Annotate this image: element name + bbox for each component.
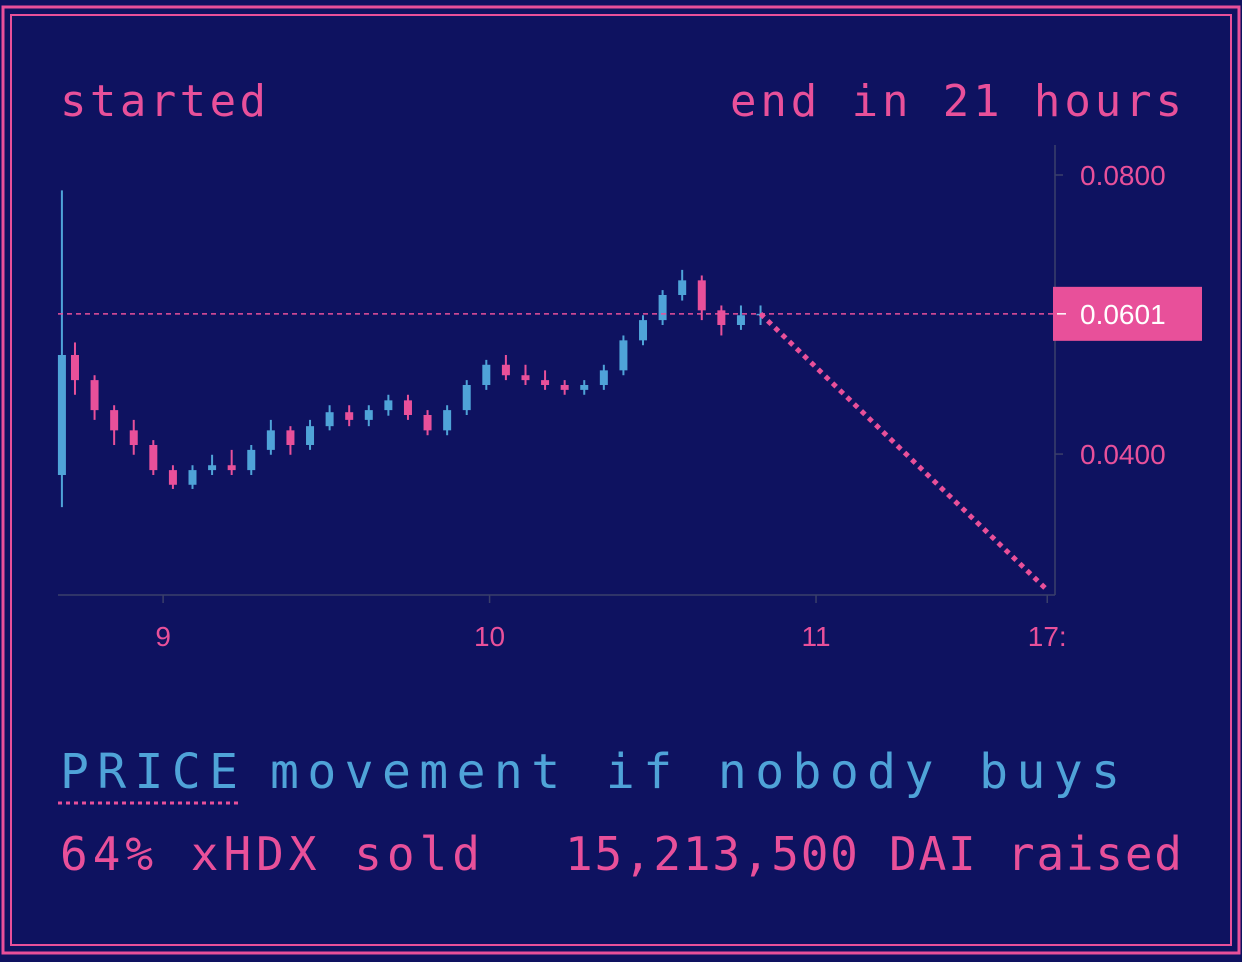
started-label: started: [60, 76, 266, 127]
candle-body: [188, 470, 197, 485]
candle-body: [57, 355, 66, 475]
candle-body: [599, 370, 608, 385]
x-tick-label: 11: [801, 621, 830, 652]
candle-body: [697, 280, 706, 311]
candle-body: [129, 430, 138, 445]
projection-line: [758, 312, 1049, 592]
x-tick-label: 17:: [1028, 621, 1067, 652]
candle-body: [90, 380, 99, 411]
candle-body: [208, 465, 217, 471]
current-price-box: [1053, 286, 1202, 341]
candle-body: [560, 385, 569, 390]
x-tick-label: 10: [474, 621, 505, 652]
raised-text: 15,213,500 DAI raised: [565, 827, 1182, 881]
candle-body: [462, 385, 471, 411]
candle-body: [580, 385, 589, 390]
candle-body: [364, 410, 373, 420]
candle-body: [541, 380, 550, 385]
y-tick-label: 0.0400: [1080, 439, 1166, 470]
candle-body: [736, 315, 745, 325]
candle-body: [717, 310, 726, 325]
candle-body: [149, 445, 158, 471]
candle-body: [266, 430, 275, 450]
candle-body: [678, 280, 687, 295]
candle-body: [658, 295, 667, 321]
candle-body: [168, 470, 177, 485]
chart: 0.0800 0.0400 9 10 11 17: 0.0601: [57, 145, 1202, 652]
candle-body: [110, 410, 119, 431]
current-price-label: 0.0601: [1080, 299, 1166, 330]
inner-border: [10, 14, 1232, 946]
end-label: end in 21 hours: [730, 76, 1182, 127]
candle-body: [306, 426, 315, 445]
candle-body: [345, 412, 354, 420]
candle-body: [325, 412, 334, 427]
candle-body: [70, 355, 79, 381]
x-tick-label: 9: [155, 621, 171, 652]
candle-body: [443, 410, 452, 431]
candle-body: [227, 465, 236, 471]
candle-body: [423, 415, 432, 431]
candle-body: [247, 449, 256, 471]
price-link[interactable]: PRICE: [60, 744, 238, 800]
candle-body: [501, 364, 510, 376]
y-tick-label: 0.0800: [1080, 160, 1166, 191]
candle-body: [619, 340, 628, 371]
sold-text: 64% xHDX sold: [60, 827, 480, 881]
candle-body: [384, 400, 393, 411]
candle-body: [286, 430, 295, 445]
candle-body: [639, 320, 648, 341]
candle-body: [521, 375, 530, 381]
candle-body: [482, 364, 491, 385]
outer-border: [1, 5, 1241, 955]
candle-body: [403, 400, 412, 415]
caption-text: movement if nobody buys: [270, 744, 1120, 800]
